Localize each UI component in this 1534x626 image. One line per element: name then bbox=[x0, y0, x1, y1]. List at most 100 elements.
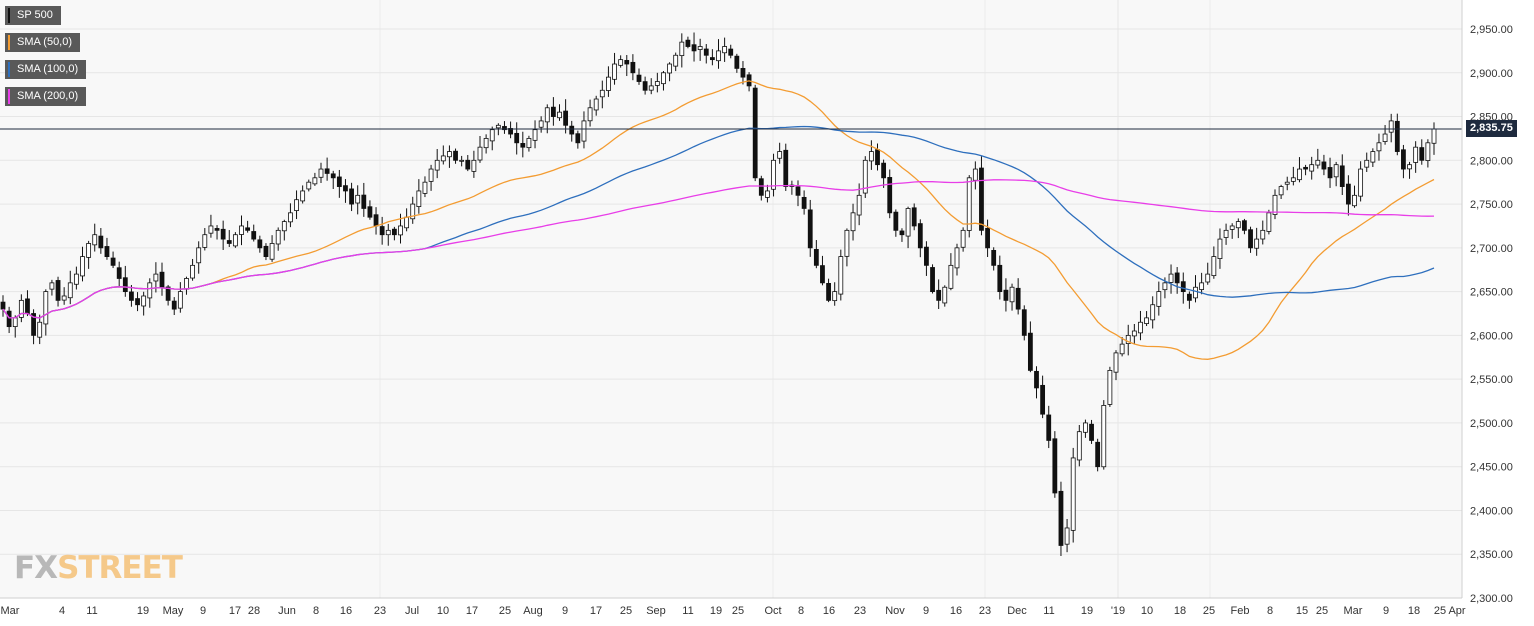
candle-body bbox=[826, 282, 831, 301]
y-tick-label: 2,950.00 bbox=[1470, 24, 1513, 36]
candle-body bbox=[1382, 133, 1388, 142]
candle-body bbox=[1217, 238, 1223, 259]
x-tick-label: 25 bbox=[620, 605, 632, 617]
candle-body bbox=[875, 149, 880, 166]
candle-body bbox=[147, 282, 153, 299]
y-tick-label: 2,800.00 bbox=[1470, 155, 1513, 167]
candle-body bbox=[948, 264, 954, 289]
candle-body bbox=[12, 317, 18, 327]
candle-body bbox=[783, 149, 789, 187]
candle-body bbox=[893, 211, 899, 231]
x-tick-label: 11 bbox=[1043, 605, 1054, 617]
candle-body bbox=[654, 81, 660, 86]
x-tick-label: 25 bbox=[1203, 605, 1215, 617]
candle-body bbox=[208, 225, 214, 234]
candle-body bbox=[410, 203, 416, 220]
candle-body bbox=[832, 291, 838, 302]
legend-sma50[interactable]: SMA (50,0) bbox=[5, 33, 81, 52]
x-tick-label: 17 bbox=[466, 605, 478, 617]
candle-body bbox=[165, 286, 171, 301]
x-tick-label: 9 bbox=[923, 605, 929, 617]
candle-body bbox=[593, 98, 599, 111]
x-tick-label: 23 bbox=[979, 605, 991, 617]
fxstreet-logo: FXSTREET bbox=[14, 550, 183, 586]
candle-body bbox=[483, 138, 489, 149]
candle-body bbox=[1052, 438, 1058, 494]
candle-body bbox=[288, 212, 293, 223]
candle-body bbox=[153, 273, 159, 282]
candle-body bbox=[92, 234, 98, 246]
legend-label-sma50: SMA (50,0) bbox=[17, 36, 73, 48]
candle-body bbox=[966, 177, 972, 231]
y-tick-label: 2,450.00 bbox=[1470, 462, 1513, 474]
y-tick-label: 2,350.00 bbox=[1470, 549, 1513, 561]
candle-body bbox=[251, 231, 257, 240]
candle-body bbox=[1321, 161, 1327, 170]
x-tick-label: 19 bbox=[137, 605, 149, 617]
legend-label-sp500: SP 500 bbox=[17, 9, 53, 21]
candle-body bbox=[1193, 286, 1198, 299]
x-tick-label: 19 bbox=[710, 605, 722, 617]
x-tick-label: May bbox=[163, 605, 184, 617]
candle-body bbox=[697, 46, 703, 50]
candle-body bbox=[1407, 164, 1412, 170]
candle-body bbox=[881, 162, 887, 179]
legend-sp500[interactable]: SP 500 bbox=[5, 6, 61, 25]
x-tick-label: Mar bbox=[1344, 605, 1363, 617]
candle-body bbox=[171, 300, 177, 310]
legend-sma100[interactable]: SMA (100,0) bbox=[5, 60, 87, 79]
candle-body bbox=[281, 221, 287, 232]
candle-body bbox=[141, 295, 147, 307]
candle-body bbox=[630, 61, 636, 74]
x-tick-label: 25 bbox=[499, 605, 511, 617]
candle-body bbox=[795, 186, 801, 196]
candle-body bbox=[997, 264, 1003, 293]
candle-body bbox=[1364, 159, 1370, 168]
candle-body bbox=[1401, 149, 1406, 170]
logo-street: STREET bbox=[57, 550, 183, 586]
candle-body bbox=[25, 298, 30, 314]
candle-body bbox=[673, 54, 679, 67]
candle-body bbox=[685, 39, 691, 47]
candle-body bbox=[1015, 287, 1021, 310]
x-tick-label: Nov bbox=[885, 605, 905, 617]
candle-body bbox=[1284, 181, 1290, 185]
y-tick-label: 2,900.00 bbox=[1470, 68, 1513, 80]
candle-body bbox=[514, 132, 520, 144]
candle-body bbox=[850, 212, 856, 232]
x-tick-label: 23 bbox=[374, 605, 386, 617]
candle-body bbox=[1352, 194, 1357, 207]
plot-background bbox=[0, 0, 1462, 598]
candle-body bbox=[1180, 281, 1186, 293]
candle-body bbox=[220, 228, 226, 240]
x-tick-label: 25 bbox=[1316, 605, 1328, 617]
legend-sma200[interactable]: SMA (200,0) bbox=[5, 87, 87, 106]
candle-body bbox=[1205, 273, 1211, 283]
candle-body bbox=[1297, 168, 1302, 181]
x-tick-label: Oct bbox=[764, 605, 781, 617]
time-axis-labels: Mar 4 11 19 May 9 17 28 Jun 8 16 23 Jul 10 17 25 Aug 9 17 2… bbox=[1, 605, 1466, 617]
candle-body bbox=[777, 151, 783, 159]
candle-body bbox=[917, 223, 923, 249]
candle-body bbox=[838, 256, 844, 295]
x-tick-label: Jun bbox=[278, 605, 296, 617]
horizontal-gridlines bbox=[0, 28, 1462, 599]
candle-body bbox=[391, 228, 397, 236]
candle-body bbox=[1260, 229, 1266, 240]
candle-body bbox=[1131, 330, 1137, 337]
candle-body bbox=[1272, 194, 1278, 215]
candle-body bbox=[263, 245, 269, 257]
x-tick-label: 15 bbox=[1296, 605, 1308, 617]
x-tick-label: Jul bbox=[405, 605, 419, 617]
y-tick-label: 2,700.00 bbox=[1470, 243, 1513, 255]
x-tick-label: Dec bbox=[1007, 605, 1027, 617]
candle-body bbox=[667, 63, 672, 74]
candle-body bbox=[398, 225, 403, 236]
candle-body bbox=[1413, 146, 1419, 163]
x-tick-label: Sep bbox=[646, 605, 666, 617]
candle-body bbox=[37, 321, 43, 338]
x-tick-label: 10 bbox=[1141, 605, 1153, 617]
candle-body bbox=[648, 85, 654, 91]
candle-body bbox=[942, 286, 948, 304]
